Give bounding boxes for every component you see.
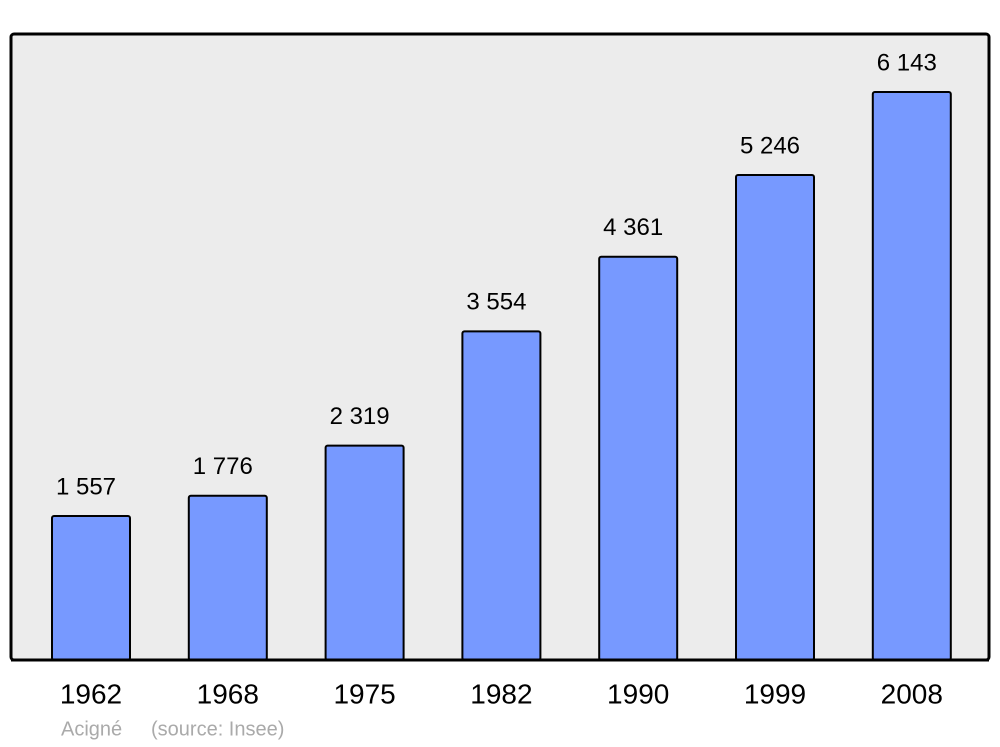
chart-subtitle: Acigné [61,718,122,740]
value-label: 6 143 [877,49,937,76]
bar [735,173,815,662]
x-tick-label: 2008 [881,678,943,709]
bar [187,494,268,661]
bar [51,515,131,661]
value-label: 1 776 [193,453,253,480]
chart-source: (source: Insee) [151,718,284,740]
value-label: 5 246 [740,132,800,159]
value-label: 2 319 [330,403,390,430]
bar [598,255,679,661]
x-tick-label: 1968 [197,678,259,709]
value-label: 1 557 [56,473,116,500]
x-tick-label: 1999 [744,678,806,709]
value-label: 4 361 [603,214,663,241]
value-label: 3 554 [466,289,526,316]
x-tick-label: 1962 [60,678,122,709]
x-tick-label: 1975 [333,678,395,709]
bar [324,444,405,661]
bar [871,91,952,661]
bar [461,330,542,661]
x-tick-label: 1982 [470,678,532,709]
x-tick-label: 1990 [607,678,669,709]
